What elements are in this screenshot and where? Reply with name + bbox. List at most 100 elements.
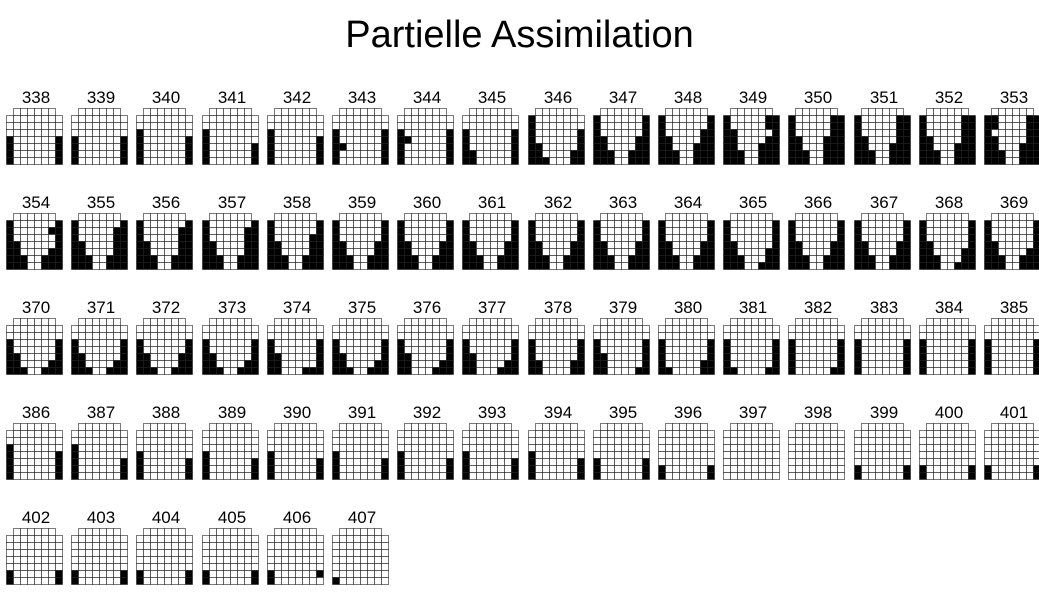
contact-cell-on — [171, 255, 179, 263]
contact-cell-off — [439, 339, 447, 347]
contact-cell-off — [353, 318, 361, 326]
contact-cell-off — [947, 220, 955, 228]
contact-cell-on — [788, 227, 796, 235]
contact-cell-on — [446, 346, 454, 354]
contact-cell-off — [48, 213, 56, 221]
contact-cell-off — [954, 367, 962, 375]
contact-cell-off — [483, 325, 491, 333]
contact-cell-off — [940, 318, 948, 326]
contact-cell-off — [809, 444, 817, 452]
contact-cell-off — [542, 451, 550, 459]
contact-cell-off — [302, 241, 310, 249]
contact-cell-off — [830, 332, 838, 340]
contact-cell-off — [411, 325, 419, 333]
contact-cell-off — [171, 458, 179, 466]
contact-cell-off — [6, 563, 14, 571]
contact-cell-on — [511, 360, 519, 368]
contact-cell-off — [961, 430, 969, 438]
contact-cell-off — [411, 241, 419, 249]
contact-cell-off — [281, 248, 289, 256]
contact-cell-off — [106, 241, 114, 249]
contact-cell-off — [1012, 234, 1020, 242]
contact-cell-off — [795, 458, 803, 466]
contact-cell-off — [78, 465, 86, 473]
contact-cell-off — [295, 157, 303, 165]
contact-cell-off — [339, 563, 347, 571]
contact-cell-off — [469, 430, 477, 438]
contact-cell-on — [397, 353, 405, 361]
contact-grid — [267, 213, 324, 270]
contact-cell-off — [20, 136, 28, 144]
contact-cell-off — [476, 248, 484, 256]
contact-cell-off — [679, 115, 687, 123]
contact-cell-off — [432, 465, 440, 473]
contact-cell-off — [99, 458, 107, 466]
contact-cell-off — [889, 430, 897, 438]
contact-cell-off — [511, 122, 519, 130]
contact-cell-on — [1033, 150, 1039, 158]
contact-cell-off — [679, 136, 687, 144]
contact-cell-off — [903, 332, 911, 340]
contact-cell-on — [316, 346, 324, 354]
contact-cell-off — [686, 150, 694, 158]
contact-cell-off — [178, 556, 186, 564]
contact-cell-off — [41, 444, 49, 452]
contact-cell-off — [577, 115, 585, 123]
contact-cell-off — [549, 472, 557, 480]
contact-cell-off — [295, 556, 303, 564]
contact-cell-on — [772, 150, 780, 158]
contact-cell-on — [274, 367, 282, 375]
contact-cell-off — [672, 339, 680, 347]
contact-cell-off — [209, 332, 217, 340]
contact-cell-off — [13, 213, 21, 221]
contact-cell-off — [621, 318, 629, 326]
contact-cell-off — [628, 220, 636, 228]
contact-cell-off — [13, 444, 21, 452]
contact-cell-off — [92, 346, 100, 354]
contact-cell-off — [1005, 108, 1013, 116]
contact-cell-off — [425, 262, 433, 270]
contact-cell-off — [143, 136, 151, 144]
contact-cell-off — [535, 332, 543, 340]
contact-cell-off — [120, 563, 128, 571]
contact-cell-off — [209, 129, 217, 137]
contact-cell-off — [295, 451, 303, 459]
contact-cell-off — [295, 248, 303, 256]
contact-cell-off — [267, 549, 275, 557]
contact-cell-on — [772, 220, 780, 228]
contact-cell-on — [281, 262, 289, 270]
contact-cell-off — [27, 325, 35, 333]
contact-cell-on — [332, 346, 340, 354]
contact-cell-off — [295, 444, 303, 452]
contact-cell-off — [600, 129, 608, 137]
contact-cell-off — [27, 563, 35, 571]
contact-cell-on — [381, 262, 389, 270]
contact-cell-off — [85, 451, 93, 459]
contact-cell-off — [570, 353, 578, 361]
contact-cell-off — [947, 248, 955, 256]
contact-cell-off — [700, 458, 708, 466]
contact-cell-on — [404, 248, 412, 256]
contact-cell-off — [446, 451, 454, 459]
contact-cell-off — [404, 346, 412, 354]
contact-cell-off — [78, 430, 86, 438]
contact-cell-off — [27, 157, 35, 165]
contact-cell-off — [882, 150, 890, 158]
contact-cell-on — [381, 227, 389, 235]
contact-cell-off — [1012, 227, 1020, 235]
contact-cell-off — [281, 367, 289, 375]
contact-cell-off — [570, 129, 578, 137]
contact-cell-off — [244, 339, 252, 347]
contact-cell-off — [230, 150, 238, 158]
contact-cell-on — [185, 472, 193, 480]
contact-cell-off — [947, 255, 955, 263]
contact-cell-off — [92, 220, 100, 228]
contact-cell-off — [765, 458, 773, 466]
contact-cell-off — [143, 150, 151, 158]
contact-cell-on — [889, 150, 897, 158]
contact-cell-on — [462, 339, 470, 347]
contact-cell-off — [607, 367, 615, 375]
contact-cell-off — [744, 472, 752, 480]
contact-cell-on — [854, 367, 862, 375]
contact-cell-off — [216, 325, 224, 333]
